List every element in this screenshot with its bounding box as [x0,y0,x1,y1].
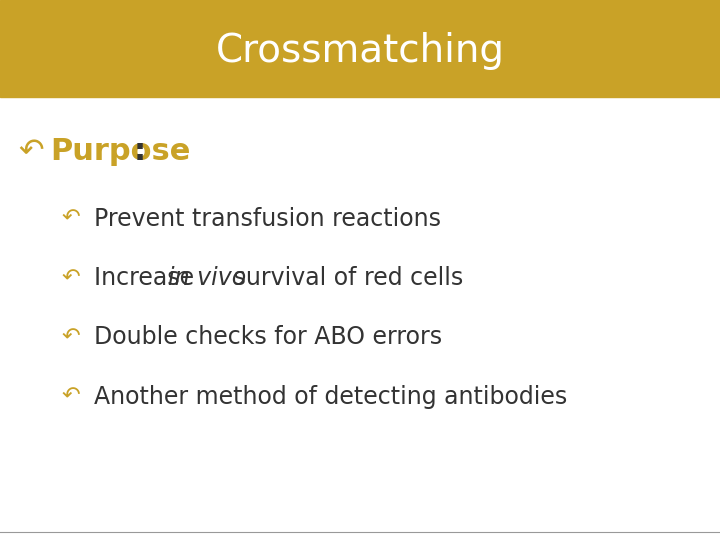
Text: ↶: ↶ [61,327,80,348]
FancyBboxPatch shape [0,0,720,97]
Text: survival of red cells: survival of red cells [226,266,464,290]
Text: Crossmatching: Crossmatching [215,32,505,70]
Text: ↶: ↶ [18,137,43,166]
Text: :: : [133,137,145,166]
Text: ↶: ↶ [61,268,80,288]
Text: Prevent transfusion reactions: Prevent transfusion reactions [94,207,441,231]
Text: in vivo: in vivo [168,266,246,290]
Text: Double checks for ABO errors: Double checks for ABO errors [94,326,442,349]
Text: ↶: ↶ [61,387,80,407]
Text: ↶: ↶ [61,208,80,229]
Text: Another method of detecting antibodies: Another method of detecting antibodies [94,385,567,409]
Text: Increase: Increase [94,266,201,290]
Text: Purpose: Purpose [50,137,191,166]
